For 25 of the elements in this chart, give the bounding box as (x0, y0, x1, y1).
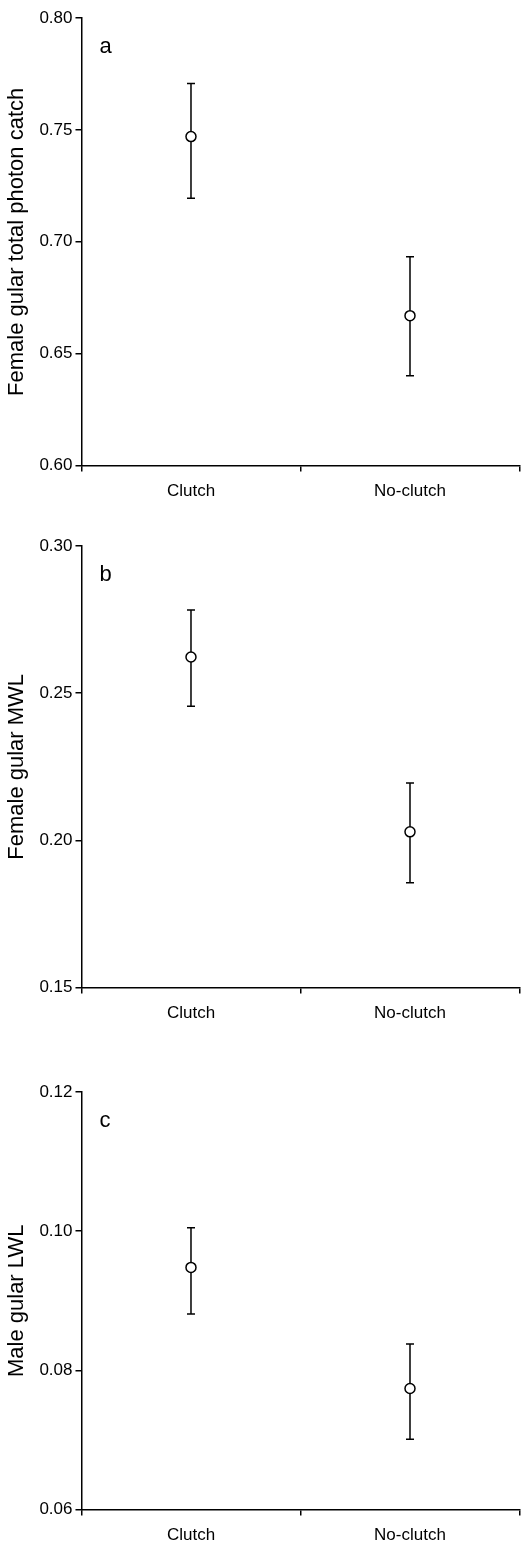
y-axis-title: Male gular LWL (3, 1224, 29, 1378)
y-tick-label: 0.30 (39, 535, 73, 555)
y-tick-label: 0.70 (39, 231, 73, 251)
y-tick-label: 0.60 (39, 455, 73, 475)
y-tick-label: 0.20 (39, 830, 73, 850)
y-axis-title: Female gular MWL (3, 673, 29, 860)
y-tick-label: 0.06 (39, 1499, 73, 1519)
y-tick-label: 0.10 (39, 1220, 73, 1240)
x-tick-label: Clutch (166, 1525, 216, 1545)
y-tick-label: 0.65 (39, 343, 73, 363)
y-axis-title: Female gular total photon catch (3, 87, 29, 396)
y-tick-label: 0.15 (39, 977, 73, 997)
annotation: c (99, 1107, 111, 1133)
x-tick-label: Clutch (166, 1003, 216, 1023)
y-tick-label: 0.25 (39, 682, 73, 702)
y-tick-label: 0.75 (39, 119, 73, 139)
x-tick-label: No-clutch (374, 481, 446, 501)
x-tick-label: No-clutch (374, 1525, 446, 1545)
annotation: b (99, 561, 112, 587)
x-tick-label: Clutch (166, 481, 216, 501)
y-tick-label: 0.80 (39, 7, 73, 27)
x-tick-label: No-clutch (374, 1003, 446, 1023)
y-tick-label: 0.12 (39, 1081, 73, 1101)
annotation: a (99, 33, 113, 59)
y-tick-label: 0.08 (39, 1360, 73, 1380)
